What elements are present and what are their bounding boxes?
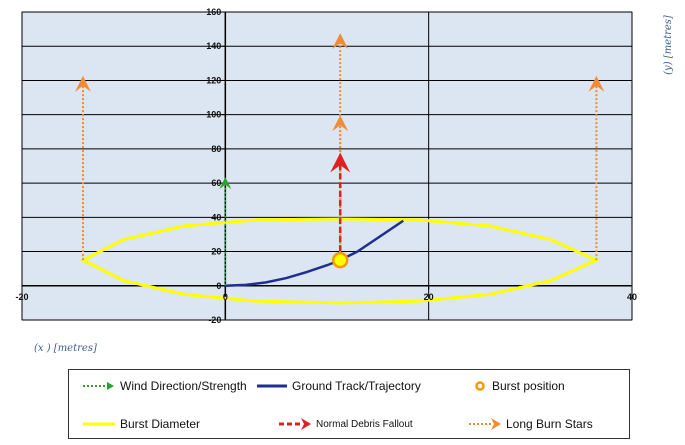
y-tick-label: 160 (206, 7, 221, 17)
legend-label: Normal Debris Fallout (316, 418, 413, 430)
y-tick-label: 60 (211, 178, 221, 188)
legend-label: Long Burn Stars (506, 417, 593, 431)
dashed-arrow-icon (279, 418, 311, 430)
y-tick-label: 20 (211, 247, 221, 257)
x-tick-label: 20 (424, 292, 434, 302)
burst-position-point (331, 251, 349, 269)
y-tick-label: 80 (211, 144, 221, 154)
legend-label: Burst position (492, 379, 565, 393)
chart-legend: Wind Direction/Strength Ground Track/Tra… (68, 369, 630, 439)
legend-item-long-burn: Long Burn Stars (469, 416, 593, 432)
x-axis-title: (x ) [metres] (34, 343, 97, 354)
y-axis-title: (y) [metres] (663, 15, 674, 75)
line-icon (83, 422, 115, 426)
dotted-arrow-icon (83, 382, 114, 390)
legend-label: Burst Diameter (120, 417, 201, 431)
legend-label: Ground Track/Trajectory (292, 379, 421, 393)
chart-canvas: -20 0 20 40 60 80 100 120 140 160 -20 0 20 40 (x ) [m… (15, 7, 674, 354)
legend-item-burst-position: Burst position (473, 378, 565, 394)
circle-icon (475, 381, 485, 391)
tick-labels: -20 0 20 40 60 80 100 120 140 160 -20 0 20 40 (15, 7, 637, 325)
y-tick-label: 100 (206, 110, 221, 120)
y-tick-label: 140 (206, 41, 221, 51)
line-icon (257, 384, 287, 388)
y-tick-label: 120 (206, 75, 221, 85)
x-tick-label: 40 (627, 292, 637, 302)
x-tick-label: -20 (15, 292, 28, 302)
plot-area (21, 11, 633, 321)
x-tick-label: 0 (223, 292, 228, 302)
dotted-arrow-icon (469, 418, 501, 430)
legend-label: Wind Direction/Strength (120, 379, 247, 393)
y-tick-label: -20 (208, 315, 221, 325)
ground-track-line (225, 219, 404, 288)
y-tick-label: 0 (216, 281, 221, 291)
legend-item-debris-fallout: Normal Debris Fallout (279, 416, 413, 432)
y-tick-label: 40 (211, 212, 221, 222)
legend-item-wind: Wind Direction/Strength (83, 378, 247, 394)
legend-item-ground-track: Ground Track/Trajectory (257, 378, 421, 394)
legend-item-burst-diameter: Burst Diameter (83, 416, 200, 432)
series-layer (75, 33, 605, 305)
